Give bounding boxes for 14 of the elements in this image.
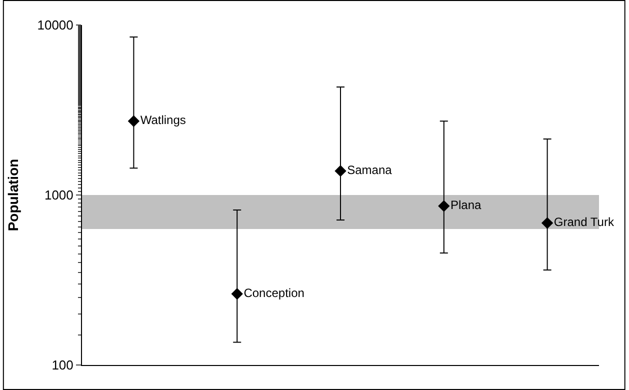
point: [231, 288, 243, 300]
point: [334, 165, 346, 177]
y-tick-label: 100: [52, 358, 74, 373]
point: [438, 200, 450, 212]
data-label: Plana: [450, 198, 482, 212]
data-label: Watlings: [140, 113, 186, 128]
data-label: Conception: [244, 286, 304, 300]
data-label: Grand Turk: [554, 215, 615, 230]
y-axis-title: Population: [4, 158, 21, 232]
y-tick-label: 1000: [44, 188, 74, 203]
data-label: Samana: [347, 162, 392, 177]
y-tick-label: 10000: [37, 18, 74, 33]
point: [128, 115, 140, 127]
point: [541, 217, 554, 229]
